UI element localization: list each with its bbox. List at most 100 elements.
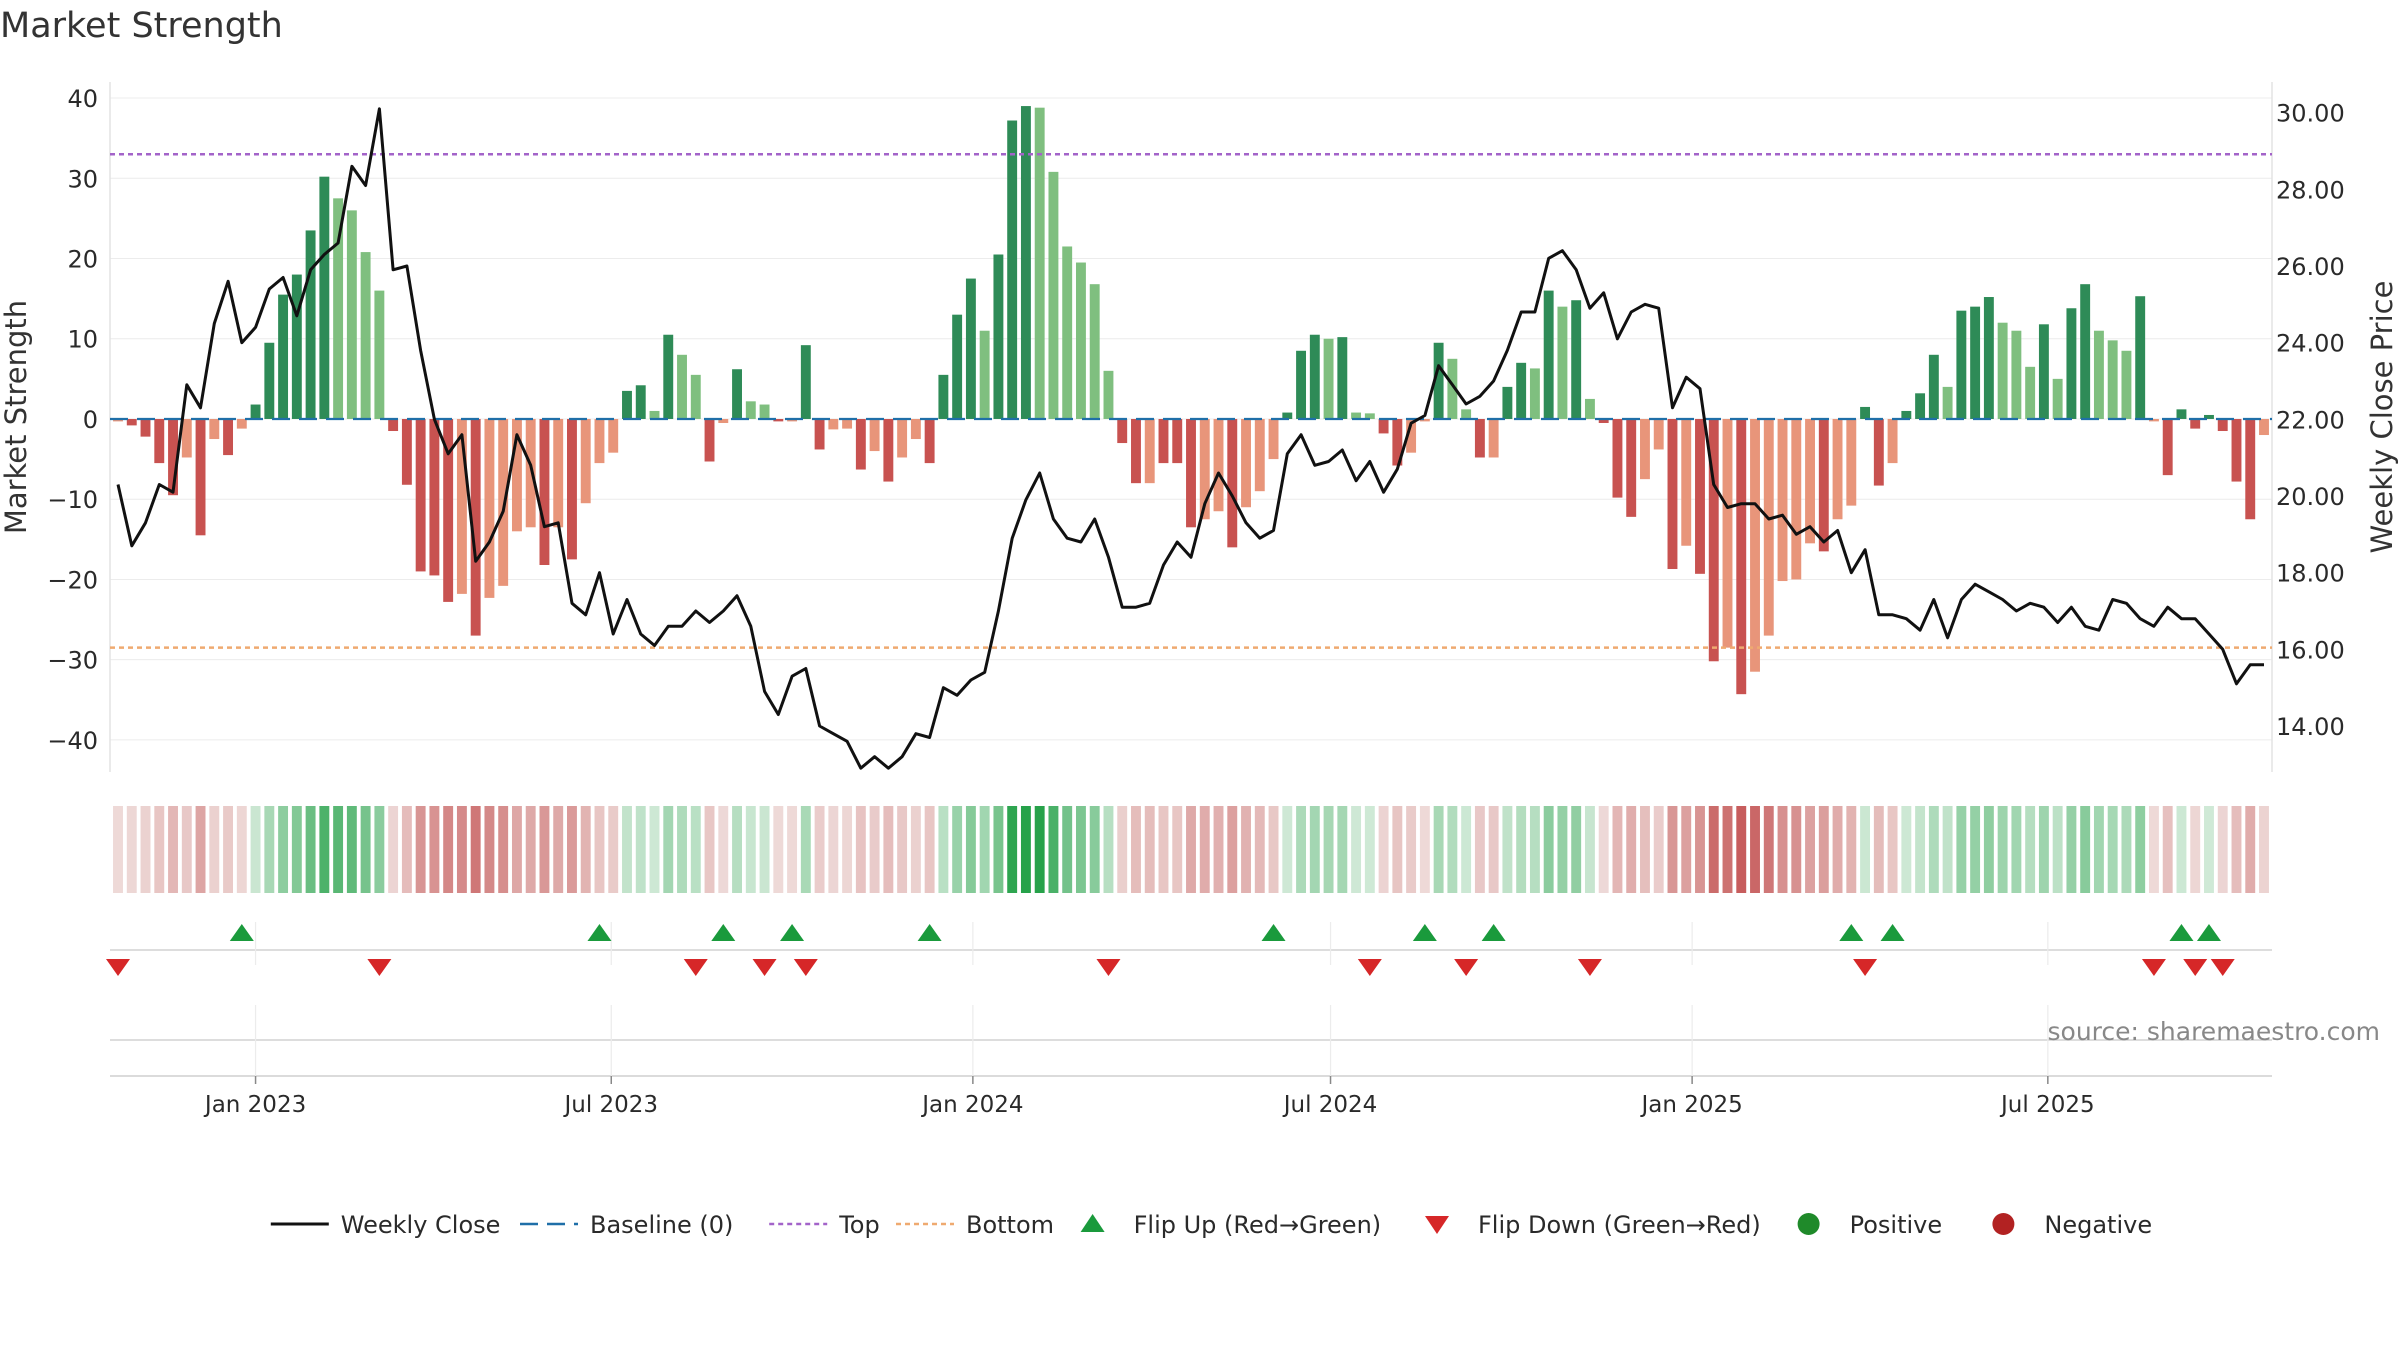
legend-item: Baseline (0)	[520, 1211, 733, 1239]
strength-band-cell	[1392, 806, 1403, 893]
flip-down-marker	[752, 959, 777, 976]
strength-band-cell	[704, 806, 715, 893]
strength-band-cell	[965, 806, 976, 893]
strength-bar	[924, 418, 935, 464]
strength-bar	[1557, 306, 1568, 419]
strength-bar	[168, 418, 178, 496]
strength-bar	[883, 418, 894, 482]
strength-bar	[622, 390, 632, 419]
legend-label: Flip Down (Green→Red)	[1478, 1211, 1761, 1239]
y-tick-label: −20	[47, 566, 98, 594]
strength-bar	[1722, 418, 1733, 648]
strength-band-cell	[429, 806, 440, 893]
source-label: source: sharemaestro.com	[2048, 1017, 2381, 1046]
strength-band-cell	[1805, 806, 1815, 893]
strength-band-cell	[168, 806, 178, 893]
strength-band-cell	[842, 806, 853, 893]
strength-bar	[1199, 418, 1210, 520]
strength-bar	[1020, 106, 1031, 419]
legend-label: Positive	[1850, 1211, 1943, 1239]
y2-tick-label: 30.00	[2276, 100, 2345, 128]
legend-item: Negative	[1992, 1211, 2152, 1239]
strength-band-cell	[2162, 806, 2173, 893]
strength-bar	[635, 385, 646, 419]
strength-bar	[1626, 418, 1637, 517]
strength-band-cell	[1337, 806, 1348, 893]
strength-bar	[250, 404, 261, 419]
strength-band-cell	[2190, 806, 2201, 893]
strength-bar	[910, 418, 921, 440]
strength-band-cell	[828, 806, 839, 893]
flip-down-marker	[2210, 959, 2235, 976]
strength-bar	[580, 418, 591, 504]
strength-band-cell	[2107, 806, 2118, 893]
strength-band-cell	[1131, 806, 1141, 893]
strength-band-cell	[1516, 806, 1527, 893]
strength-band-cell	[1323, 806, 1334, 893]
legend-swatch-down	[1425, 1216, 1449, 1234]
strength-bar	[1034, 107, 1045, 419]
strength-band-cell	[1199, 806, 1210, 893]
strength-bar	[1144, 418, 1155, 484]
strength-bar	[2176, 409, 2187, 419]
strength-band-cell	[1433, 806, 1444, 893]
strength-bar	[1983, 297, 1994, 419]
strength-bar	[305, 230, 316, 419]
strength-bar	[1708, 418, 1719, 662]
strength-band-cell	[1254, 806, 1265, 893]
strength-band-cell	[1667, 806, 1678, 893]
strength-bar	[2025, 366, 2036, 419]
x-tick-label: Jul 2023	[562, 1092, 658, 1118]
strength-bar	[773, 418, 784, 422]
strength-bar	[1419, 418, 1430, 422]
flip-up-marker	[229, 924, 254, 941]
strength-bar	[1818, 418, 1829, 552]
strength-bar	[415, 418, 426, 572]
strength-band-cell	[759, 806, 770, 893]
flip-down-marker	[793, 959, 818, 976]
strength-bar	[1887, 418, 1898, 464]
strength-bar	[223, 418, 234, 456]
strength-band-cell	[154, 806, 165, 893]
strength-bar	[1942, 386, 1953, 419]
strength-band-cell	[1653, 806, 1664, 893]
strength-bar	[897, 418, 908, 458]
strength-band-cell	[1378, 806, 1389, 893]
strength-band-cell	[360, 806, 371, 893]
strength-band-cell	[1612, 806, 1623, 893]
strength-band-cell	[291, 806, 302, 893]
strength-bar	[1075, 262, 1086, 419]
strength-bar	[1213, 418, 1224, 512]
strength-band-cell	[195, 806, 206, 893]
strength-band-cell	[952, 806, 963, 893]
y2-tick-label: 20.00	[2276, 483, 2345, 511]
strength-band-cell	[511, 806, 522, 893]
strength-band-cell	[2052, 806, 2063, 893]
strength-bar	[1681, 418, 1692, 546]
strength-bar	[1488, 418, 1499, 458]
flip-up-marker	[2196, 924, 2221, 941]
strength-band-cell	[1915, 806, 1926, 893]
strength-bar	[1296, 350, 1307, 419]
strength-band-cell	[732, 806, 742, 893]
strength-bar	[649, 410, 660, 419]
strength-band-cell	[745, 806, 756, 893]
strength-band-cell	[305, 806, 316, 893]
strength-bar	[2135, 296, 2146, 419]
strength-band-cell	[1571, 806, 1582, 893]
strength-band-cell	[1860, 806, 1871, 893]
strength-bar	[1007, 120, 1018, 419]
strength-bar	[1158, 418, 1169, 464]
strength-bar	[1103, 370, 1114, 419]
strength-band-cell	[1626, 806, 1637, 893]
strength-bar	[938, 374, 949, 419]
flip-up-marker	[1839, 924, 1864, 941]
strength-bar	[2204, 414, 2214, 419]
strength-bar	[1763, 418, 1774, 636]
strength-bar	[1860, 406, 1871, 419]
strength-band-cell	[1722, 806, 1733, 893]
strength-band-cell	[910, 806, 921, 893]
strength-band-cell	[1695, 806, 1705, 893]
strength-band-cell	[443, 806, 454, 893]
